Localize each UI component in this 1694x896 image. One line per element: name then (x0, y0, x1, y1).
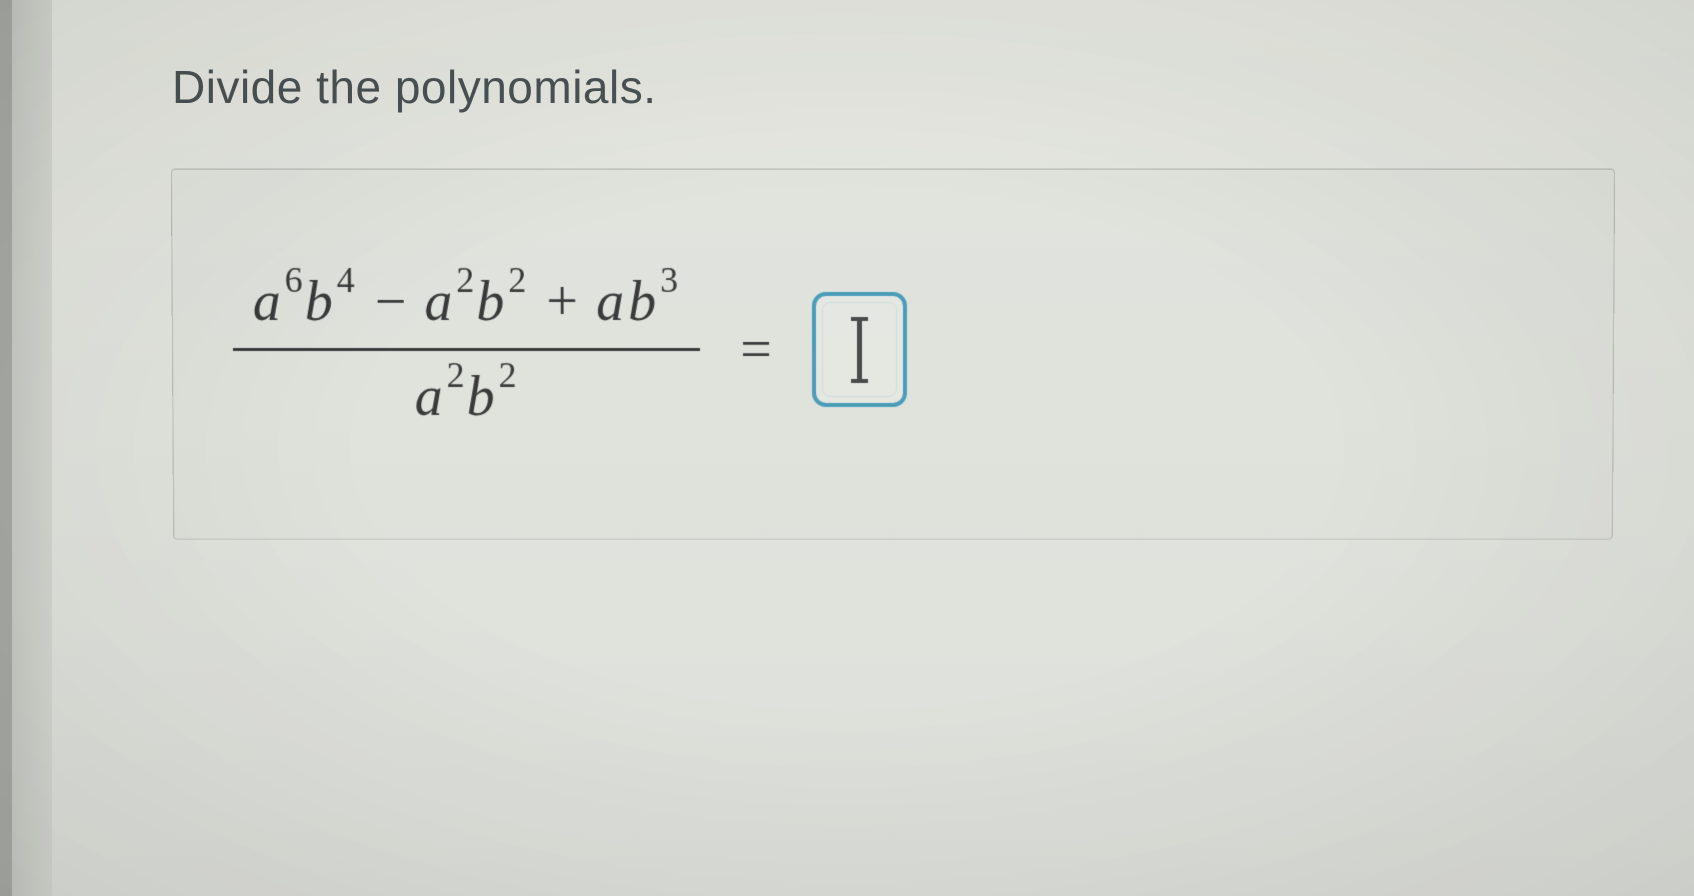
numerator-term-2: a 2 b 2 (424, 270, 528, 334)
question-prompt: Divide the polynomials. (172, 60, 1614, 114)
answer-input[interactable] (812, 292, 907, 407)
denominator-term: a 2 b 2 (415, 365, 519, 429)
window-scrollbar-track (0, 0, 12, 896)
math-expression-container: a 6 b 4 − a 2 b 2 + a b 3 (171, 169, 1615, 540)
fraction-denominator: a 2 b 2 (415, 355, 519, 429)
numerator-term-1: a 6 b 4 (253, 270, 357, 334)
fraction-numerator: a 6 b 4 − a 2 b 2 + a b 3 (233, 270, 701, 344)
text-cursor-icon (857, 319, 862, 379)
fraction-expression: a 6 b 4 − a 2 b 2 + a b 3 (233, 270, 701, 429)
fraction-bar (233, 348, 700, 351)
numerator-term-3: a b 3 (596, 270, 680, 334)
plus-operator: + (546, 270, 578, 334)
equals-sign: = (740, 317, 772, 381)
question-panel: Divide the polynomials. a 6 b 4 − a 2 b … (52, 0, 1694, 896)
minus-operator: − (375, 270, 407, 334)
window-edge (12, 0, 52, 896)
